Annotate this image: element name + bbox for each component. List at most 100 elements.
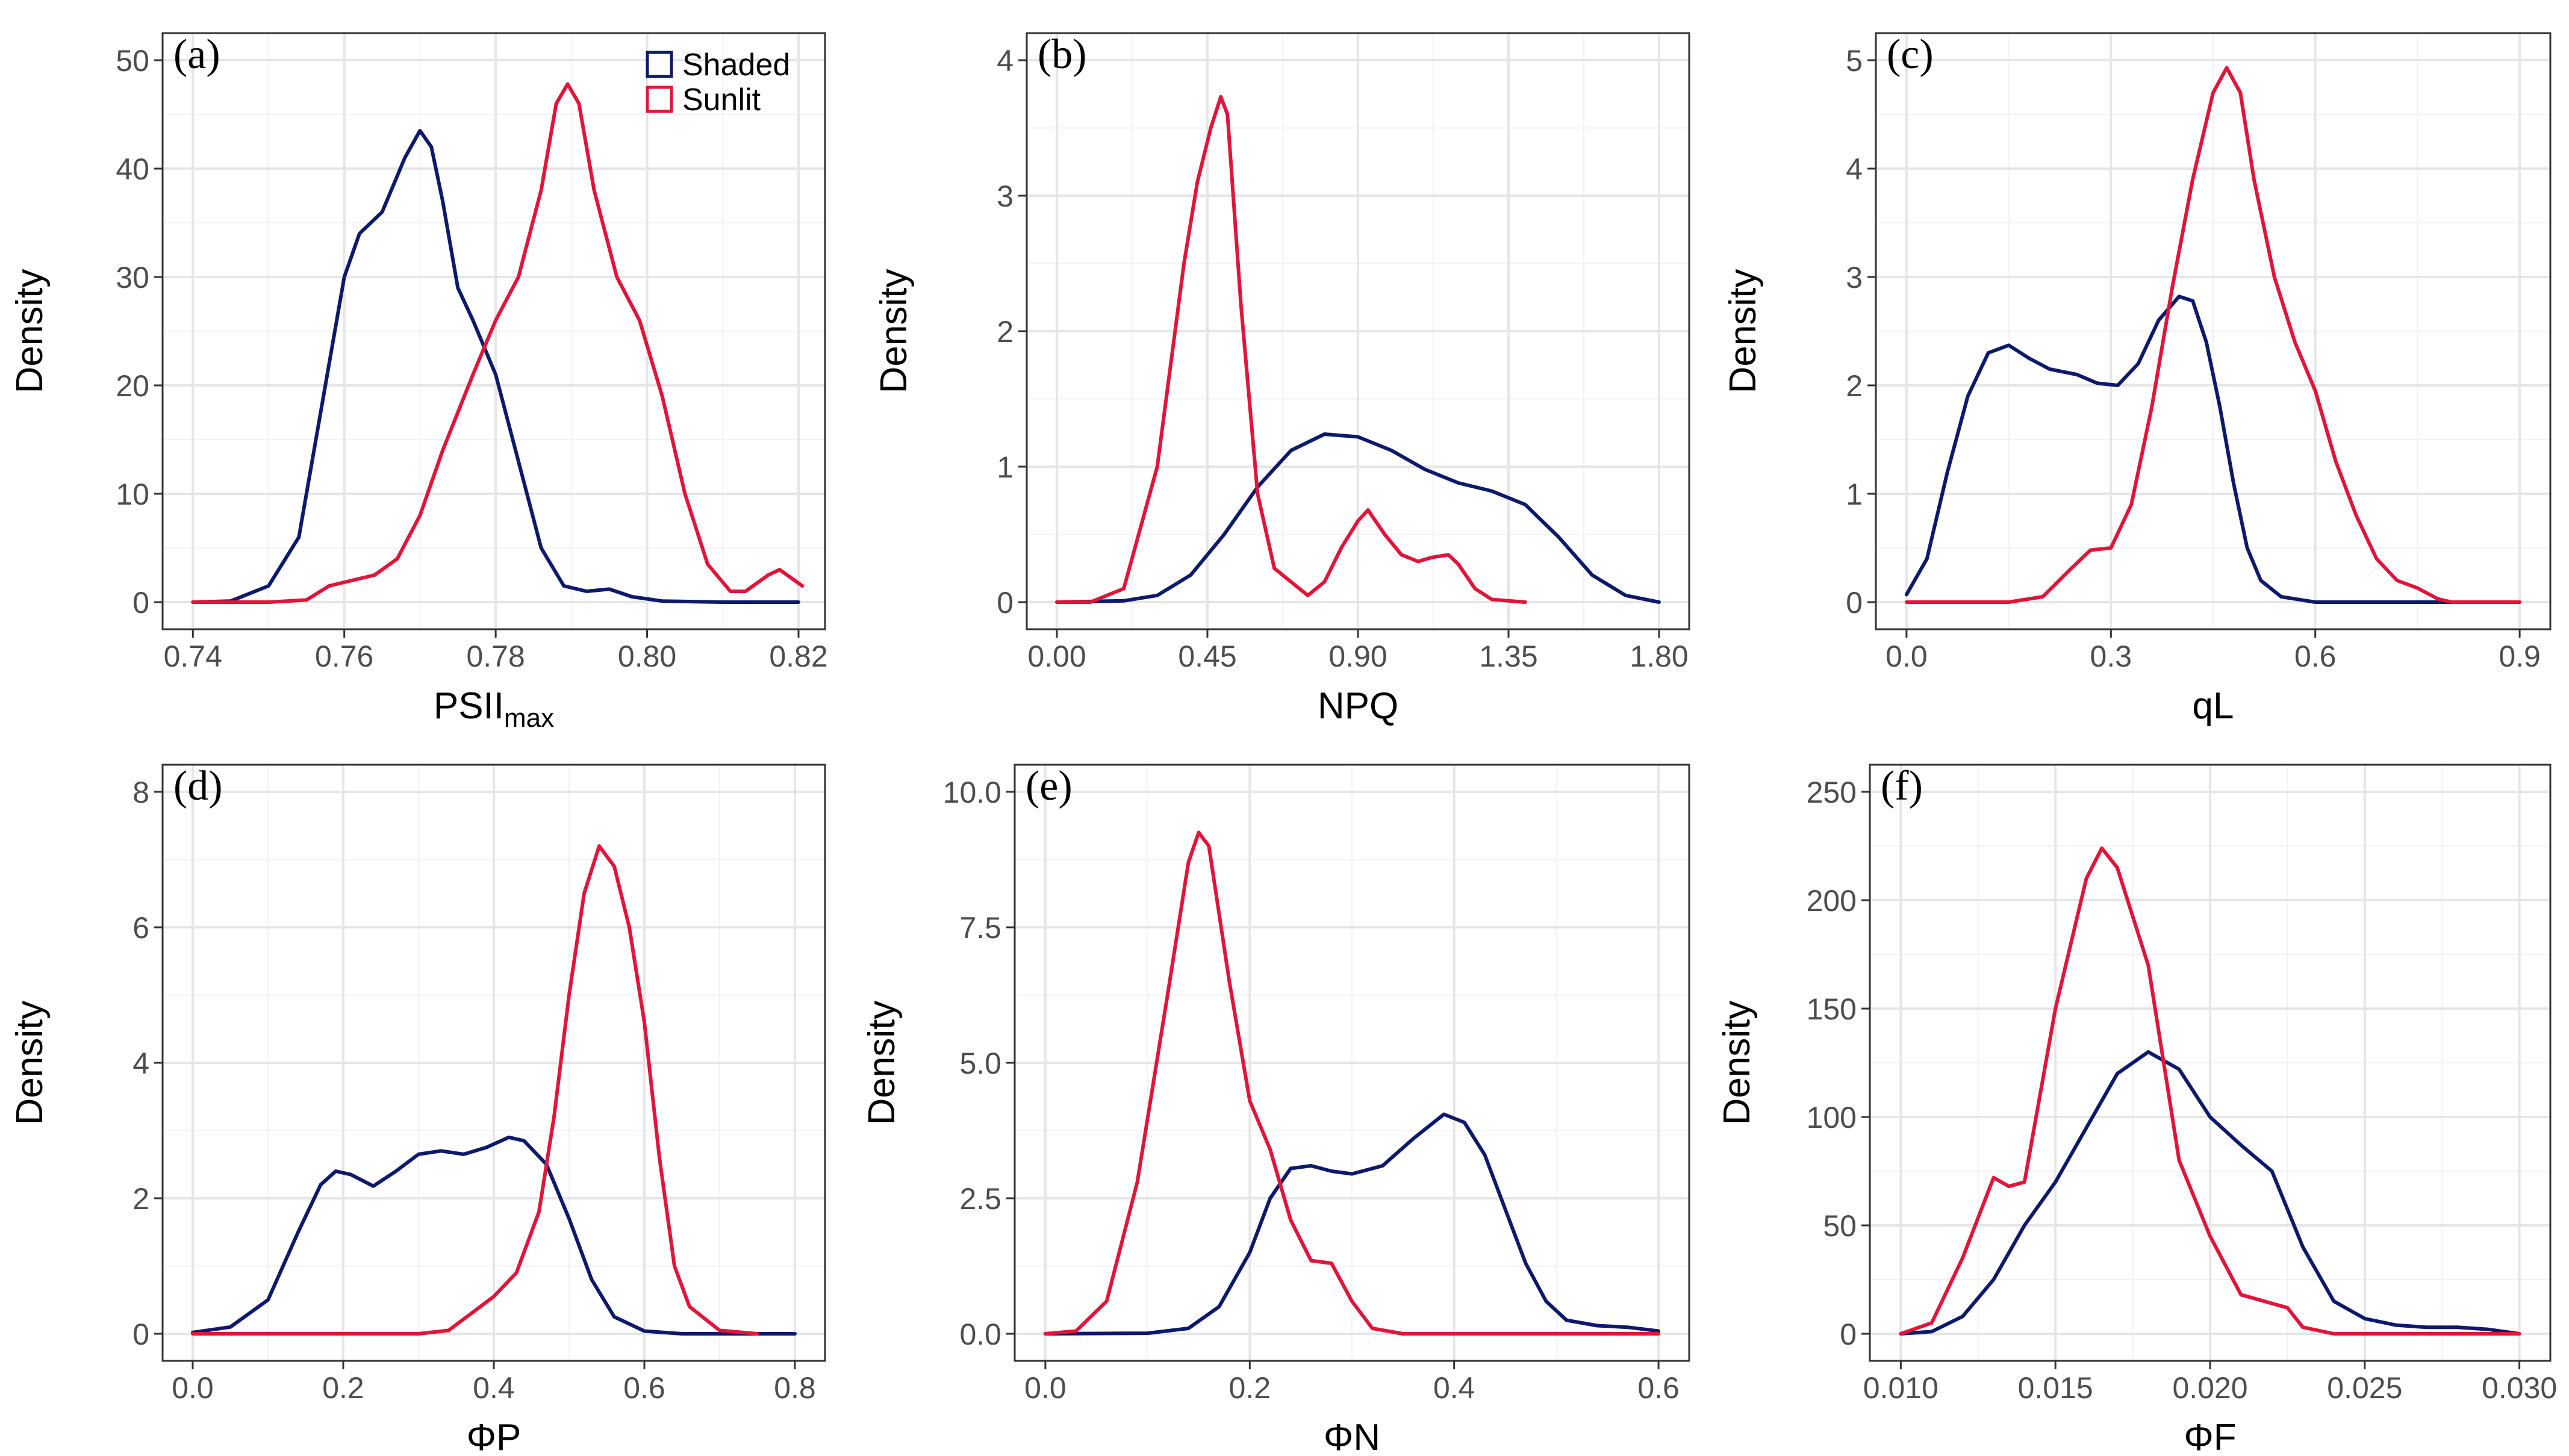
y-tick-label: 1 (1846, 478, 1863, 511)
y-tick-label: 50 (1823, 1209, 1857, 1243)
y-tick-label: 2 (997, 315, 1014, 349)
y-tick-label: 0 (1846, 586, 1863, 620)
x-tick-label: 0.010 (1863, 1371, 1938, 1405)
x-tick-label: 0.025 (2327, 1371, 2402, 1405)
panel-label: (b) (1038, 31, 1087, 78)
panel-label: (a) (173, 31, 220, 78)
legend-label-shaded: Shaded (682, 48, 790, 82)
series-line-sunlit (191, 844, 759, 1336)
x-tick-label: 0.00 (1027, 639, 1086, 673)
x-tick-label: 0.6 (623, 1371, 665, 1405)
x-tick-label: 1.80 (1630, 639, 1688, 673)
x-tick-label: 0.74 (164, 639, 222, 673)
y-tick-label: 2.5 (959, 1182, 1001, 1216)
y-tick-label: 40 (116, 152, 149, 186)
panel-label: (f) (1881, 763, 1923, 809)
y-tick-label: 10.0 (943, 776, 1001, 809)
y-axis-title: Density (861, 1001, 903, 1125)
y-tick-label: 50 (116, 44, 149, 78)
x-tick-label: 0.2 (1229, 1371, 1271, 1405)
y-tick-label: 20 (116, 369, 149, 403)
y-tick-label: 250 (1807, 776, 1857, 809)
x-tick-label: 0.030 (2482, 1371, 2557, 1405)
y-tick-label: 8 (132, 776, 149, 809)
x-tick-label: 0.015 (2018, 1371, 2093, 1405)
legend-key-shaded (646, 51, 673, 78)
panel-border (1875, 32, 2552, 630)
y-tick-label: 4 (132, 1047, 149, 1080)
y-axis-title: Density (9, 1001, 51, 1125)
x-tick-label: 0.020 (2172, 1371, 2247, 1405)
series-line-shaded (1899, 1050, 2521, 1336)
panel-border (161, 32, 826, 630)
x-tick-label: 0.0 (172, 1371, 214, 1405)
panel-f: 0.010 0.015 0.020 0.025 0.030 0 50 100 150 200 250… (1716, 763, 2557, 1456)
x-tick-label: 0.6 (2294, 639, 2337, 673)
series-line-shaded (1055, 432, 1661, 604)
x-tick-label: 0.45 (1178, 639, 1236, 673)
y-tick-label: 7.5 (959, 911, 1001, 945)
panel-label: (c) (1887, 31, 1934, 78)
panel-d: 0.0 0.2 0.4 0.6 0.8 0 2 4 6 8 (d) ΦP Density (9, 763, 826, 1456)
x-tick-label: 0.8 (774, 1371, 816, 1405)
x-tick-label: 0.0 (1885, 639, 1928, 673)
x-axis-title: NPQ (1318, 685, 1398, 727)
y-tick-label: 0.0 (959, 1318, 1001, 1351)
y-tick-label: 2 (132, 1182, 149, 1216)
y-tick-label: 100 (1807, 1101, 1857, 1134)
y-tick-label: 4 (997, 44, 1014, 78)
x-tick-label: 0.2 (322, 1371, 364, 1405)
panel-label: (d) (173, 763, 223, 809)
x-tick-label: 0.0 (1024, 1371, 1067, 1405)
x-axis-title: qL (2193, 685, 2234, 727)
panel-a: 0.74 0.76 0.78 0.80 0.82 0 10 20 30 40 50 (a) PSIIma… (9, 31, 828, 733)
y-axis-title: Density (873, 269, 915, 394)
y-tick-label: 10 (116, 478, 149, 511)
x-axis-title: ΦF (2184, 1417, 2236, 1456)
y-tick-label: 4 (1846, 152, 1863, 186)
panel-b: 0.00 0.45 0.90 1.35 1.80 0 1 2 3 4 (b) NPQ Density (873, 31, 1690, 727)
series-line-shaded (191, 1135, 797, 1336)
series-line-shaded (1043, 1112, 1661, 1336)
panel-c: 0.0 0.3 0.6 0.9 0 1 2 3 4 5 (c) qL Density (1722, 31, 2552, 727)
y-axis-title: Density (1722, 269, 1764, 394)
series-line-sunlit (1055, 95, 1527, 604)
y-tick-label: 0 (132, 1318, 149, 1351)
y-axis-title: Density (1716, 1001, 1758, 1125)
x-tick-label: 0.76 (315, 639, 373, 673)
y-tick-label: 0 (997, 586, 1014, 620)
x-tick-label: 0.82 (769, 639, 827, 673)
legend-label-sunlit: Sunlit (682, 82, 761, 117)
x-axis-title: ΦN (1324, 1417, 1380, 1456)
panel-border (1014, 764, 1690, 1362)
x-tick-label: 1.35 (1479, 639, 1537, 673)
series-line-shaded (191, 129, 800, 604)
x-tick-label: 0.4 (473, 1371, 515, 1405)
series-line-sunlit (1899, 846, 2521, 1336)
x-axis-title: PSIImax (434, 685, 554, 733)
panel-label: (e) (1026, 763, 1073, 809)
y-tick-label: 6 (132, 911, 149, 945)
y-tick-label: 150 (1807, 992, 1857, 1026)
panel-border (1869, 764, 2552, 1362)
panel-e: 0.0 0.2 0.4 0.6 0.0 2.5 5.0 7.5 10.0 (e) ΦN Density (861, 763, 1690, 1456)
x-tick-label: 0.3 (2090, 639, 2132, 673)
series-line-sunlit (191, 82, 805, 604)
series-line-sunlit (1904, 66, 2522, 604)
x-tick-label: 0.6 (1637, 1371, 1680, 1405)
series-line-shaded (1904, 294, 2522, 604)
legend-key-sunlit (646, 86, 673, 113)
y-tick-label: 1 (997, 450, 1014, 484)
x-tick-label: 0.9 (2499, 639, 2541, 673)
y-tick-label: 3 (997, 179, 1014, 213)
series-line-sunlit (1043, 830, 1661, 1336)
y-axis-title: Density (9, 269, 51, 394)
x-tick-label: 0.78 (466, 639, 525, 673)
y-tick-label: 0 (1840, 1318, 1857, 1351)
x-axis-title: ΦP (467, 1417, 522, 1456)
panel-border (1026, 32, 1690, 630)
y-tick-label: 2 (1846, 369, 1863, 403)
y-tick-label: 0 (132, 586, 149, 620)
